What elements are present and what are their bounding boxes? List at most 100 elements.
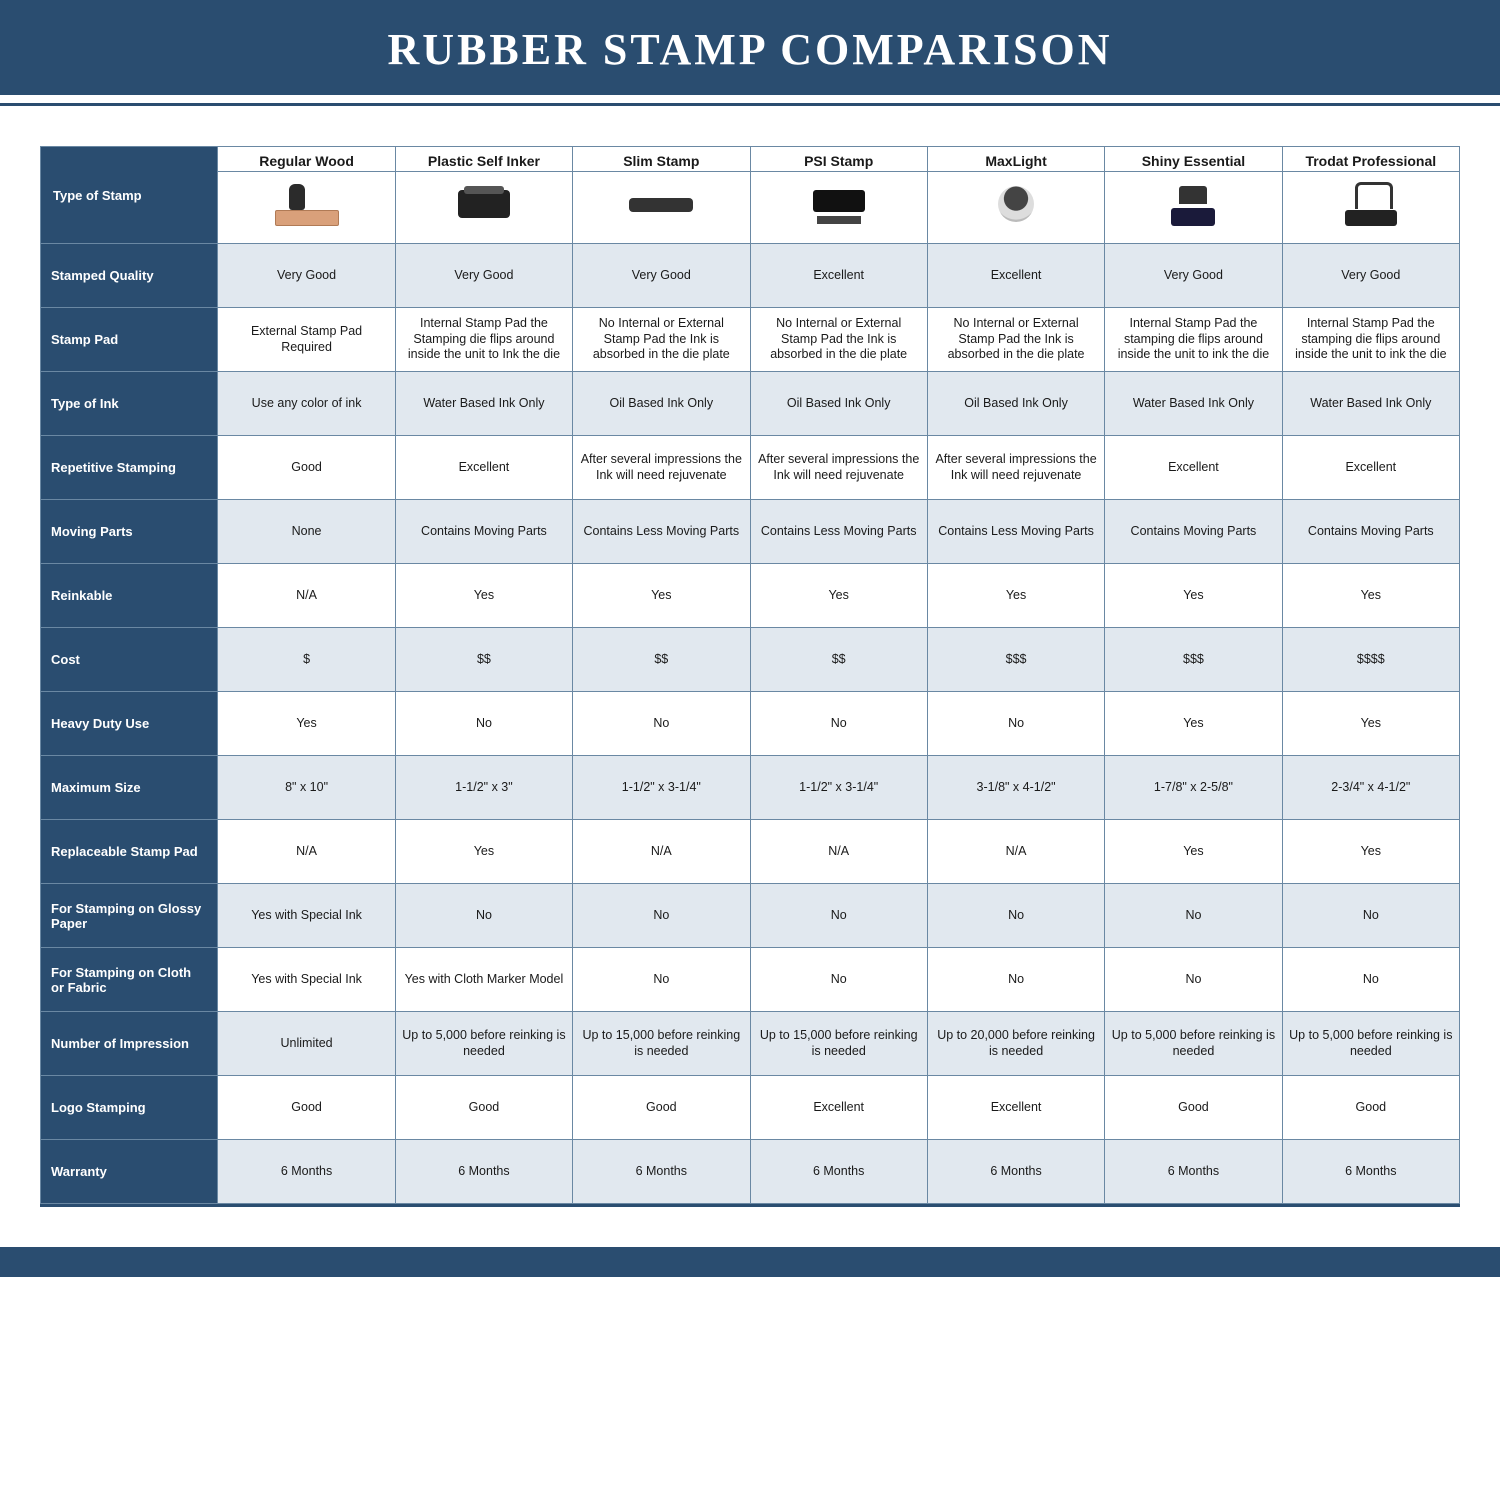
comparison-table: Type of Stamp Regular Wood Plastic Self … bbox=[40, 146, 1460, 1204]
cell: No bbox=[1105, 948, 1282, 1012]
stamp-thumb-cell bbox=[1282, 172, 1459, 244]
table-row: Cost$$$$$$$$$$$$$$$$$ bbox=[41, 628, 1460, 692]
cell: Yes bbox=[218, 692, 395, 756]
cell: N/A bbox=[218, 564, 395, 628]
cell: Internal Stamp Pad the Stamping die flip… bbox=[395, 308, 572, 372]
cell: Yes bbox=[395, 820, 572, 884]
cell: 6 Months bbox=[927, 1140, 1104, 1204]
column-header-row: Type of Stamp Regular Wood Plastic Self … bbox=[41, 147, 1460, 172]
cell: No Internal or External Stamp Pad the In… bbox=[750, 308, 927, 372]
stamp-thumb-cell bbox=[395, 172, 572, 244]
cell: No bbox=[395, 884, 572, 948]
cell: Up to 20,000 before reinking is needed bbox=[927, 1012, 1104, 1076]
cell: Good bbox=[1282, 1076, 1459, 1140]
slim-stamp-icon bbox=[621, 180, 701, 230]
cell: Excellent bbox=[927, 244, 1104, 308]
row-label: Reinkable bbox=[41, 564, 218, 628]
table-body: Stamped QualityVery GoodVery GoodVery Go… bbox=[41, 244, 1460, 1204]
cell: Yes bbox=[927, 564, 1104, 628]
cell: No bbox=[750, 692, 927, 756]
cell: 6 Months bbox=[1282, 1140, 1459, 1204]
cell: Yes bbox=[1282, 692, 1459, 756]
col-head: PSI Stamp bbox=[750, 147, 927, 172]
cell: Yes bbox=[395, 564, 572, 628]
regular-wood-icon bbox=[267, 180, 347, 230]
cell: No bbox=[750, 884, 927, 948]
cell: No Internal or External Stamp Pad the In… bbox=[927, 308, 1104, 372]
row-label: Stamped Quality bbox=[41, 244, 218, 308]
cell: Oil Based Ink Only bbox=[750, 372, 927, 436]
cell: After several impressions the Ink will n… bbox=[927, 436, 1104, 500]
cell: $ bbox=[218, 628, 395, 692]
table-row: Logo StampingGoodGoodGoodExcellentExcell… bbox=[41, 1076, 1460, 1140]
cell: Yes bbox=[1282, 564, 1459, 628]
cell: Very Good bbox=[1282, 244, 1459, 308]
rule-thin bbox=[0, 103, 1500, 106]
cell: Very Good bbox=[573, 244, 750, 308]
cell: After several impressions the Ink will n… bbox=[573, 436, 750, 500]
cell: $$$ bbox=[1105, 628, 1282, 692]
cell: After several impressions the Ink will n… bbox=[750, 436, 927, 500]
cell: Yes bbox=[750, 564, 927, 628]
cell: $$$ bbox=[927, 628, 1104, 692]
cell: 1-1/2" x 3-1/4" bbox=[573, 756, 750, 820]
cell: 1-1/2" x 3" bbox=[395, 756, 572, 820]
row-label: Logo Stamping bbox=[41, 1076, 218, 1140]
table-row: Replaceable Stamp PadN/AYesN/AN/AN/AYesY… bbox=[41, 820, 1460, 884]
cell: Internal Stamp Pad the stamping die flip… bbox=[1282, 308, 1459, 372]
cell: No bbox=[573, 692, 750, 756]
cell: Contains Moving Parts bbox=[395, 500, 572, 564]
cell: Good bbox=[573, 1076, 750, 1140]
table-row: Stamped QualityVery GoodVery GoodVery Go… bbox=[41, 244, 1460, 308]
stamp-thumb-cell bbox=[927, 172, 1104, 244]
cell: Very Good bbox=[1105, 244, 1282, 308]
col-head: Shiny Essential bbox=[1105, 147, 1282, 172]
comparison-table-wrap: Type of Stamp Regular Wood Plastic Self … bbox=[40, 146, 1460, 1207]
plastic-self-inker-icon bbox=[444, 180, 524, 230]
stamp-thumb-cell bbox=[750, 172, 927, 244]
cell: Very Good bbox=[218, 244, 395, 308]
row-label: Replaceable Stamp Pad bbox=[41, 820, 218, 884]
cell: 6 Months bbox=[395, 1140, 572, 1204]
cell: No bbox=[750, 948, 927, 1012]
cell: Yes bbox=[1282, 820, 1459, 884]
cell: Water Based Ink Only bbox=[1282, 372, 1459, 436]
cell: None bbox=[218, 500, 395, 564]
cell: Water Based Ink Only bbox=[395, 372, 572, 436]
maxlight-icon bbox=[976, 180, 1056, 230]
cell: Excellent bbox=[1282, 436, 1459, 500]
cell: No bbox=[927, 884, 1104, 948]
cell: Internal Stamp Pad the stamping die flip… bbox=[1105, 308, 1282, 372]
cell: Unlimited bbox=[218, 1012, 395, 1076]
cell: 6 Months bbox=[218, 1140, 395, 1204]
cell: N/A bbox=[927, 820, 1104, 884]
cell: Up to 15,000 before reinking is needed bbox=[750, 1012, 927, 1076]
cell: 6 Months bbox=[750, 1140, 927, 1204]
cell: Good bbox=[395, 1076, 572, 1140]
cell: No bbox=[1282, 884, 1459, 948]
cell: N/A bbox=[573, 820, 750, 884]
cell: Contains Moving Parts bbox=[1282, 500, 1459, 564]
cell: Up to 5,000 before reinking is needed bbox=[1282, 1012, 1459, 1076]
table-row: Heavy Duty UseYesNoNoNoNoYesYes bbox=[41, 692, 1460, 756]
page: RUBBER STAMP COMPARISON Type of Stamp Re… bbox=[0, 0, 1500, 1307]
cell: No bbox=[573, 948, 750, 1012]
cell: Yes with Special Ink bbox=[218, 948, 395, 1012]
col-head: Trodat Professional bbox=[1282, 147, 1459, 172]
table-row: Maximum Size8" x 10"1-1/2" x 3"1-1/2" x … bbox=[41, 756, 1460, 820]
cell: No Internal or External Stamp Pad the In… bbox=[573, 308, 750, 372]
cell: Use any color of ink bbox=[218, 372, 395, 436]
row-label: For Stamping on Glossy Paper bbox=[41, 884, 218, 948]
stamp-thumb-cell bbox=[218, 172, 395, 244]
cell: Good bbox=[218, 1076, 395, 1140]
cell: Water Based Ink Only bbox=[1105, 372, 1282, 436]
cell: No bbox=[395, 692, 572, 756]
row-label: Moving Parts bbox=[41, 500, 218, 564]
cell: No bbox=[927, 948, 1104, 1012]
cell: 2-3/4" x 4-1/2" bbox=[1282, 756, 1459, 820]
cell: Excellent bbox=[750, 244, 927, 308]
col-head: Regular Wood bbox=[218, 147, 395, 172]
cell: Yes with Cloth Marker Model bbox=[395, 948, 572, 1012]
cell: 6 Months bbox=[1105, 1140, 1282, 1204]
table-row: Stamp PadExternal Stamp Pad RequiredInte… bbox=[41, 308, 1460, 372]
